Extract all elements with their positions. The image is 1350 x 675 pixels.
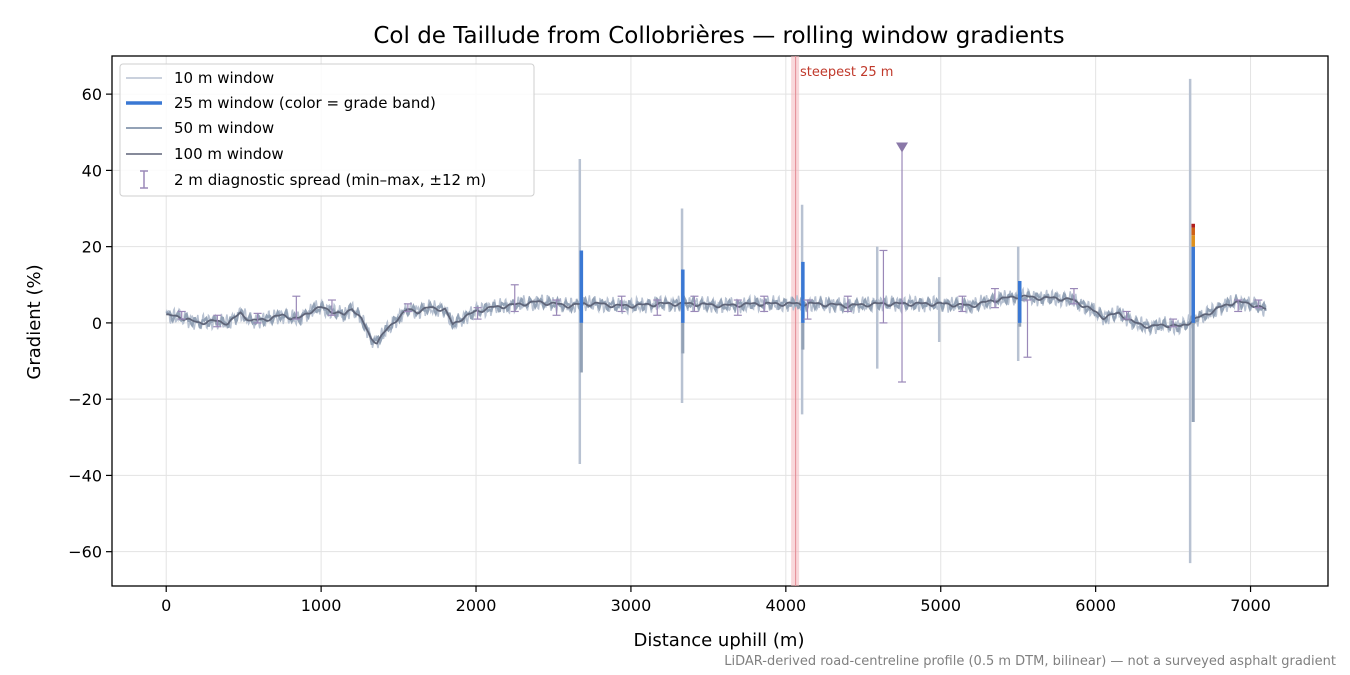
clipped-marker: [896, 142, 909, 153]
x-tick-label: 2000: [456, 596, 497, 615]
legend-label-50m: 50 m window: [174, 119, 274, 137]
diagnostic-spread: [177, 142, 1263, 383]
y-axis-label: Gradient (%): [24, 264, 45, 379]
legend-box: [119, 63, 535, 197]
legend-label-25m: 25 m window (color = grade band): [174, 94, 436, 112]
y-tick-label: 60: [82, 85, 102, 104]
line-50m: [165, 289, 1267, 346]
y-tick-label: 0: [92, 314, 102, 333]
series-50m-window: [165, 289, 1267, 346]
series-100m-window: [166, 294, 1267, 345]
steepest-label: steepest 25 m: [800, 65, 893, 80]
y-tick-label: −60: [68, 543, 102, 562]
legend-label-100m: 100 m window: [174, 145, 284, 163]
y-axis-ticks: −60 −40 −20 0 20 40 60: [68, 85, 112, 562]
steepest-marker: [791, 56, 800, 586]
x-axis-label: Distance uphill (m): [634, 630, 805, 651]
line-10m: [165, 286, 1267, 349]
chart-title: Col de Taillude from Collobrières — roll…: [373, 23, 1064, 49]
x-tick-label: 1000: [301, 596, 342, 615]
line-100m: [166, 294, 1267, 345]
x-tick-label: 4000: [765, 596, 806, 615]
x-tick-label: 3000: [611, 596, 652, 615]
legend-label-10m: 10 m window: [174, 69, 274, 87]
x-axis-ticks: 0 1000 2000 3000 4000 5000 6000 7000: [161, 586, 1271, 615]
x-tick-label: 7000: [1230, 596, 1271, 615]
y-tick-label: 40: [82, 161, 102, 180]
series-25m-window: [579, 223, 1195, 423]
x-tick-label: 0: [161, 596, 171, 615]
y-tick-label: 20: [82, 238, 102, 257]
legend-swatch-errorbar: [140, 170, 148, 189]
footnote: LiDAR-derived road-centreline profile (0…: [724, 654, 1336, 669]
y-tick-label: −20: [68, 390, 102, 409]
legend: 10 m window 25 m window (color = grade b…: [119, 63, 535, 197]
x-tick-label: 6000: [1075, 596, 1116, 615]
legend-label-errorbar: 2 m diagnostic spread (min–max, ±12 m): [174, 171, 486, 189]
x-tick-label: 5000: [920, 596, 961, 615]
plot-frame: [111, 55, 1329, 587]
y-tick-label: −40: [68, 466, 102, 485]
